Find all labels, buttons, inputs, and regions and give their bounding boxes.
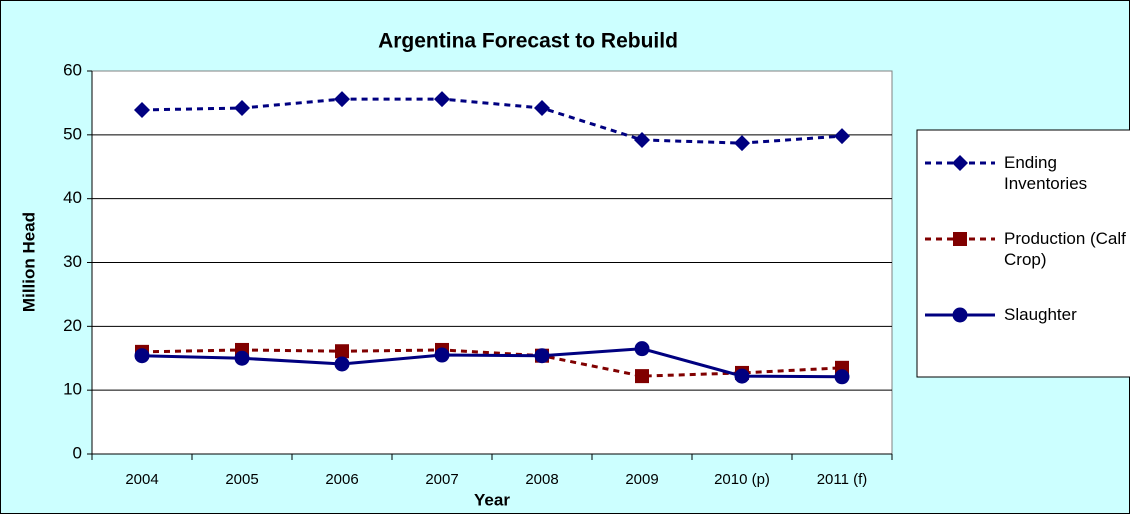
y-tick-label: 40: [63, 188, 82, 207]
x-tick-label: 2010 (p): [714, 471, 770, 488]
x-tick-label: 2004: [125, 471, 158, 488]
marker: [634, 131, 650, 148]
marker: [234, 350, 250, 366]
legend-marker: [952, 307, 968, 323]
marker: [635, 369, 649, 384]
marker: [234, 100, 250, 117]
marker: [134, 101, 150, 118]
legend-label: Production (Calf Crop): [1004, 229, 1126, 269]
y-tick-label: 20: [63, 316, 82, 335]
x-tick-label: 2008: [525, 471, 558, 488]
chart-title: Argentina Forecast to Rebuild: [378, 30, 678, 53]
y-tick-label: 0: [73, 443, 82, 462]
marker: [634, 341, 650, 357]
marker: [334, 356, 350, 372]
legend-label: Ending Inventories: [1004, 153, 1088, 193]
y-tick-label: 10: [63, 380, 82, 399]
x-tick-label: 2011 (f): [817, 471, 868, 488]
x-axis-label: Year: [474, 490, 510, 509]
series-line: [141, 348, 843, 378]
x-tick-label: 2009: [625, 471, 658, 488]
marker: [734, 368, 750, 384]
marker: [434, 347, 450, 363]
y-tick-label: 60: [63, 60, 82, 79]
y-tick-label: 50: [63, 124, 82, 143]
legend-box: [916, 129, 1130, 378]
marker: [834, 128, 850, 145]
marker: [834, 369, 850, 385]
marker: [534, 348, 550, 364]
marker: [734, 135, 750, 152]
y-axis-label: Million Head: [19, 212, 38, 312]
marker: [434, 91, 450, 108]
series-line: [141, 347, 843, 379]
legend-label: Slaughter: [1004, 305, 1077, 324]
marker: [334, 91, 350, 108]
x-tick-label: 2006: [325, 471, 358, 488]
marker: [534, 100, 550, 117]
x-tick-label: 2005: [225, 471, 258, 488]
y-tick-label: 30: [63, 252, 82, 271]
marker: [335, 344, 349, 359]
marker: [134, 348, 150, 364]
x-tick-label: 2007: [425, 471, 458, 488]
legend-marker: [953, 232, 967, 246]
legend-marker: [952, 155, 968, 171]
